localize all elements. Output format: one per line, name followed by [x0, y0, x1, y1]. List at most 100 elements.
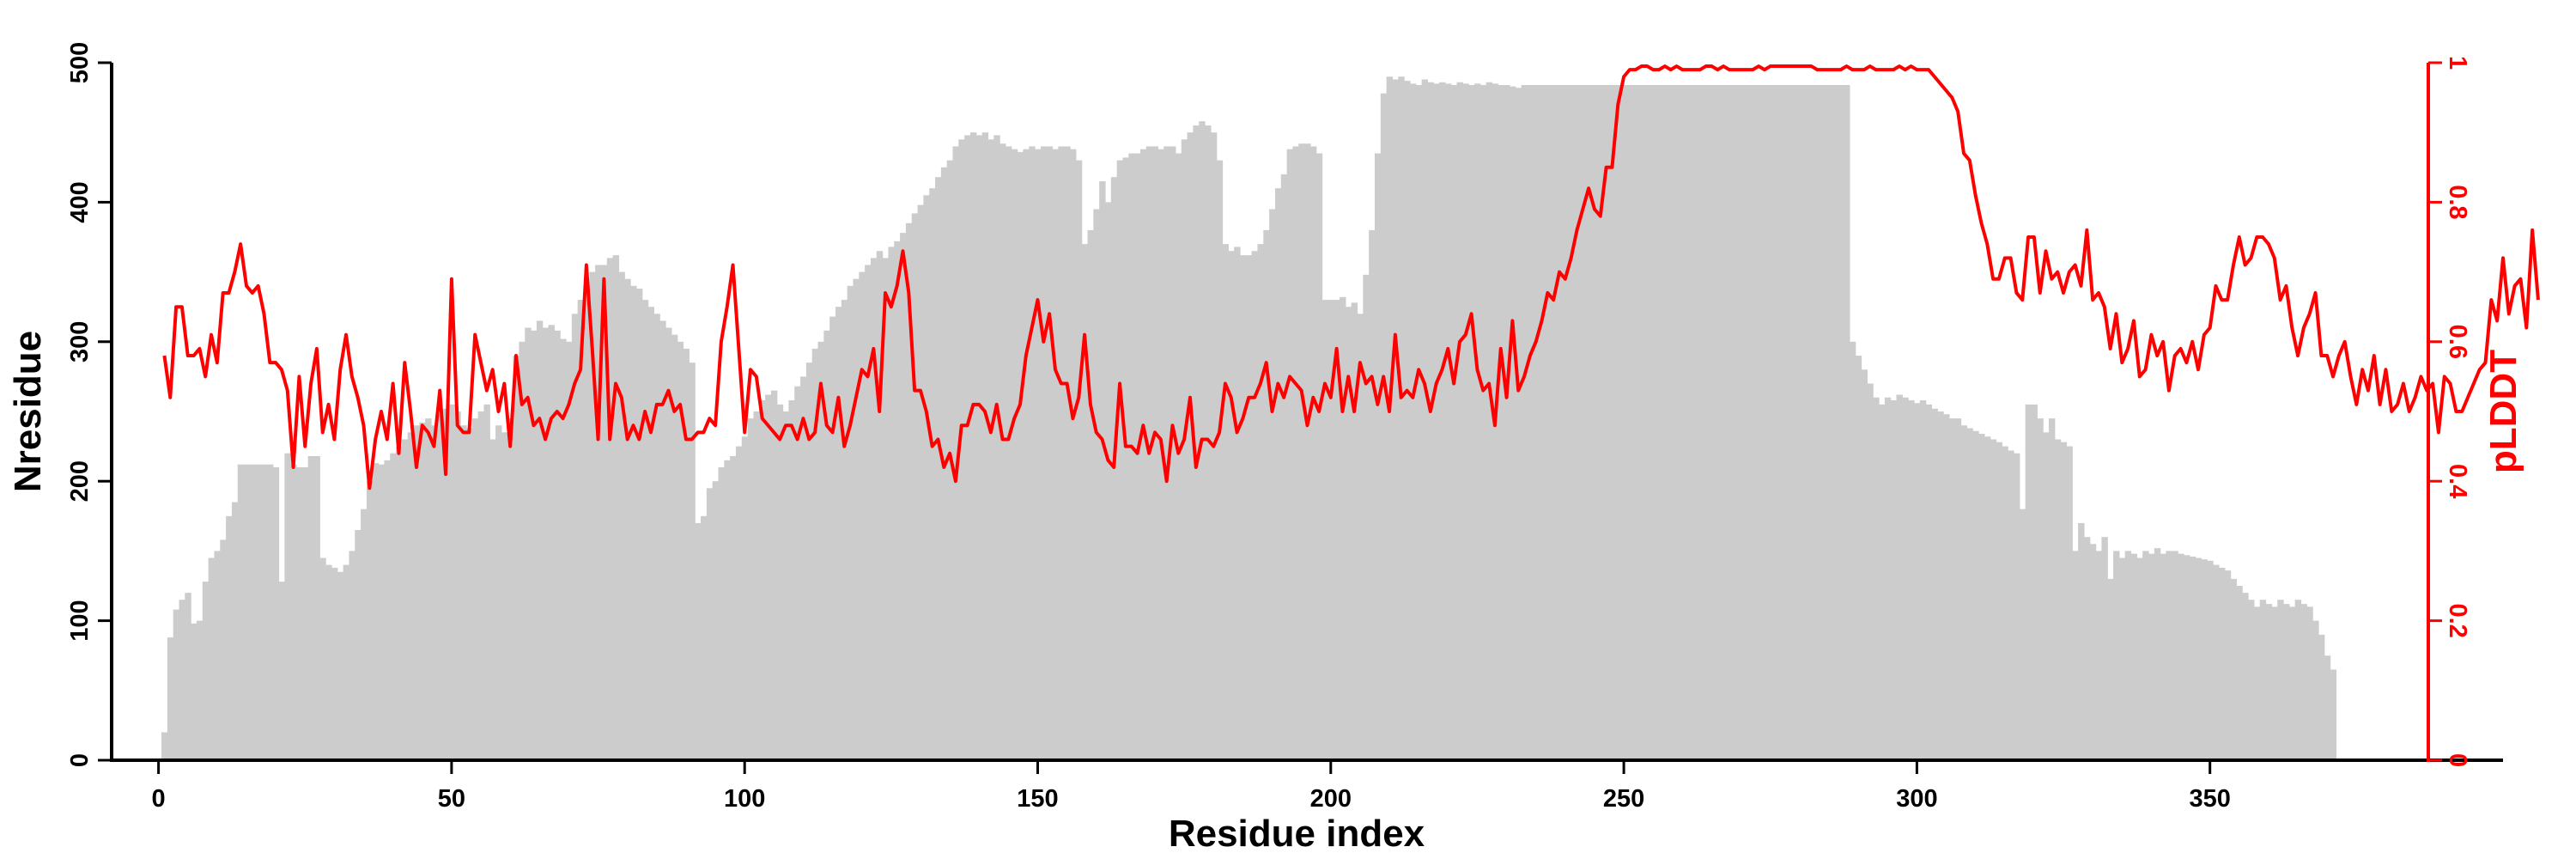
nresidue-bar [2031, 404, 2038, 760]
nresidue-bar [571, 314, 579, 760]
nresidue-bar [706, 488, 714, 760]
nresidue-bar [782, 411, 789, 760]
nresidue-bar [1170, 146, 1176, 760]
nresidue-bar [1703, 84, 1710, 761]
x-tick-label: 200 [1310, 785, 1352, 813]
nresidue-bar [278, 582, 285, 760]
nresidue-bar [1533, 84, 1540, 761]
nresidue-bar [624, 278, 631, 761]
nresidue-bar [2148, 553, 2155, 760]
nresidue-bar [1527, 84, 1534, 761]
nresidue-bar [1046, 146, 1054, 760]
nresidue-bar [1668, 84, 1674, 761]
nresidue-bar [1321, 300, 1328, 761]
nresidue-bar [859, 271, 866, 761]
nresidue-bar [1761, 84, 1768, 761]
nresidue-bar [1556, 84, 1564, 761]
nresidue-bar [1375, 153, 1382, 760]
nresidue-bar [266, 464, 274, 760]
nresidue-bar [735, 446, 743, 760]
nresidue-bar [1814, 84, 1821, 761]
nresidue-bar [1931, 408, 1938, 760]
nresidue-bar [372, 463, 380, 760]
nresidue-bar [759, 400, 766, 760]
nresidue-bar [800, 376, 807, 760]
nresidue-bar [355, 530, 361, 760]
nresidue-bar [647, 307, 655, 760]
nresidue-bar [1925, 404, 1933, 760]
nresidue-bar [917, 204, 924, 760]
nresidue-bar [1456, 82, 1463, 761]
nresidue-bar [191, 623, 197, 760]
nresidue-bar [1392, 79, 1399, 761]
nresidue-bar [1820, 84, 1827, 761]
nresidue-bar [2195, 557, 2202, 760]
nresidue-bar [2037, 418, 2044, 760]
nresidue-bar [1017, 151, 1024, 760]
nresidue-bar [1784, 84, 1792, 761]
nresidue-bar [600, 265, 608, 761]
nresidue-bar [1005, 146, 1012, 760]
nresidue-bar [683, 348, 690, 760]
nresidue-bar [695, 522, 702, 760]
nresidue-bar [319, 557, 326, 760]
nresidue-bar [1656, 84, 1663, 761]
nresidue-bar [1327, 300, 1334, 761]
nresidue-bar [507, 418, 514, 760]
nresidue-bar [179, 600, 185, 760]
nresidue-bar [1187, 132, 1194, 760]
nresidue-bar [1954, 418, 1962, 760]
nresidue-bar [161, 732, 168, 760]
nresidue-bar [2306, 606, 2313, 760]
nresidue-bar [460, 425, 467, 760]
nresidue-bar [589, 271, 596, 761]
y2-tick-label: 0.4 [2444, 464, 2471, 498]
nresidue-bar [2066, 446, 2073, 760]
nresidue-bar [2300, 604, 2307, 760]
nresidue-bar [1081, 244, 1089, 760]
nresidue-bar [1996, 442, 2002, 760]
nresidue-bar [975, 135, 983, 760]
nresidue-bar [671, 334, 678, 760]
nresidue-bar [2043, 432, 2050, 760]
nresidue-bar [220, 539, 227, 760]
nresidue-bar [1064, 146, 1071, 760]
nresidue-bar [2118, 557, 2126, 760]
nresidue-bar [325, 564, 332, 760]
nresidue-bar [237, 464, 245, 760]
nresidue-bar [1626, 84, 1633, 761]
nresidue-bar [378, 464, 386, 760]
nresidue-bar [202, 582, 210, 760]
nresidue-bar [2154, 548, 2161, 760]
nresidue-bar [1826, 84, 1833, 761]
nresidue-bar [2054, 439, 2062, 760]
nresidue-bar [1409, 83, 1417, 761]
nresidue-bar [1515, 88, 1522, 761]
nresidue-bar [2253, 606, 2261, 760]
nresidue-bar [1421, 79, 1429, 761]
nresidue-bar [1427, 82, 1434, 761]
nresidue-bar [1163, 146, 1170, 760]
axes-layer [110, 63, 2503, 762]
nresidue-bar [1386, 76, 1394, 761]
y-tick-label: 400 [66, 181, 94, 222]
nresidue-bar [1340, 296, 1346, 761]
nresidue-bar [1070, 149, 1077, 760]
nresidue-bar [1122, 157, 1129, 760]
nresidue-bar [724, 460, 731, 760]
nresidue-bar [1709, 84, 1716, 761]
nresidue-bar [167, 637, 174, 760]
nresidue-bar [1257, 244, 1264, 760]
nresidue-bar [730, 455, 737, 760]
nresidue-bar [1087, 229, 1094, 760]
nresidue-bar [1879, 404, 1886, 760]
nresidue-bar [2248, 600, 2255, 760]
nresidue-bar [876, 251, 884, 760]
nresidue-bar [1649, 84, 1657, 761]
nresidue-bar [401, 439, 409, 760]
nresidue-bar [436, 414, 444, 760]
nresidue-bar [1550, 84, 1558, 761]
nresidue-bar [477, 411, 485, 760]
nresidue-bar [753, 411, 760, 760]
nresidue-bar [1603, 84, 1610, 761]
